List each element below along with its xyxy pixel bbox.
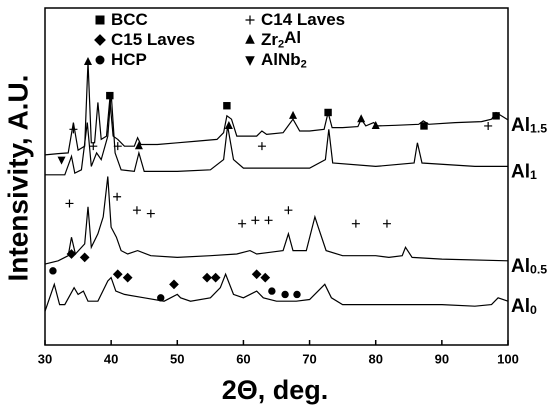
phase-marker xyxy=(83,56,93,65)
series-label: Al1.5 xyxy=(511,115,547,136)
x-tick-label: 90 xyxy=(435,351,449,366)
phase-marker xyxy=(113,192,122,201)
phase-marker xyxy=(484,121,493,130)
phase-marker xyxy=(112,269,123,280)
phase-marker xyxy=(106,91,114,100)
legend-marker xyxy=(94,34,106,46)
phase-marker xyxy=(210,272,221,283)
phase-marker xyxy=(157,294,165,302)
phase-marker xyxy=(260,272,271,283)
phase-marker xyxy=(66,249,77,259)
phase-marker xyxy=(251,269,262,280)
legend-label: AlNb2 xyxy=(261,50,307,70)
phase-marker xyxy=(122,272,133,283)
phase-marker xyxy=(169,279,179,290)
plot-frame xyxy=(44,7,509,346)
phase-marker xyxy=(89,142,98,151)
phase-marker xyxy=(268,287,276,295)
phase-marker xyxy=(371,120,380,130)
phase-marker xyxy=(79,252,90,263)
series-label: Al1 xyxy=(511,161,537,182)
phase-marker xyxy=(324,108,332,117)
x-tick-label: 70 xyxy=(302,351,316,366)
phase-marker xyxy=(284,206,293,215)
phase-marker xyxy=(202,272,212,283)
x-tick-label: 50 xyxy=(170,351,184,366)
x-axis-label: 2Θ, deg. xyxy=(222,375,329,405)
x-tick-label: 80 xyxy=(368,351,382,366)
phase-marker xyxy=(238,219,247,228)
legend-marker xyxy=(245,34,255,44)
phase-marker xyxy=(492,112,500,120)
legend-label: BCC xyxy=(111,10,148,29)
phase-marker xyxy=(132,206,141,215)
x-tick-label: 60 xyxy=(236,351,250,366)
xrd-pattern xyxy=(44,61,509,156)
xrd-pattern xyxy=(44,272,509,312)
phase-marker xyxy=(251,216,260,225)
phase-marker xyxy=(264,216,273,225)
phase-marker xyxy=(257,142,266,151)
phase-marker xyxy=(113,142,122,151)
legend-label: HCP xyxy=(111,50,147,69)
series-label: Al0.5 xyxy=(511,256,547,277)
phase-marker xyxy=(289,110,298,119)
legend-marker xyxy=(245,56,255,66)
phase-marker xyxy=(382,219,391,228)
phase-marker xyxy=(223,102,231,110)
phase-marker xyxy=(420,122,428,130)
x-tick-label: 100 xyxy=(497,351,519,366)
legend-marker xyxy=(95,55,105,65)
phase-marker xyxy=(65,199,74,208)
phase-marker xyxy=(224,120,233,130)
phase-marker xyxy=(293,290,301,299)
phase-marker xyxy=(351,219,360,228)
phase-marker xyxy=(134,141,143,150)
legend-label: Zr2Al xyxy=(261,29,301,51)
phase-marker xyxy=(281,290,289,299)
y-axis-label: Intensivity, A.U. xyxy=(2,75,33,282)
legend-marker xyxy=(95,15,105,25)
phase-marker xyxy=(146,209,155,218)
phase-marker xyxy=(69,125,78,134)
x-tick-label: 30 xyxy=(38,351,52,366)
legend-marker xyxy=(245,15,255,25)
phase-marker xyxy=(57,156,66,165)
xrd-pattern xyxy=(45,92,508,176)
phase-marker xyxy=(357,114,366,123)
phase-marker xyxy=(49,267,57,275)
x-tick-label: 40 xyxy=(104,351,118,366)
xrd-pattern xyxy=(44,176,509,265)
series-label: Al0 xyxy=(511,296,537,317)
legend-label: C14 Laves xyxy=(261,10,345,29)
legend-label: C15 Laves xyxy=(111,30,195,49)
